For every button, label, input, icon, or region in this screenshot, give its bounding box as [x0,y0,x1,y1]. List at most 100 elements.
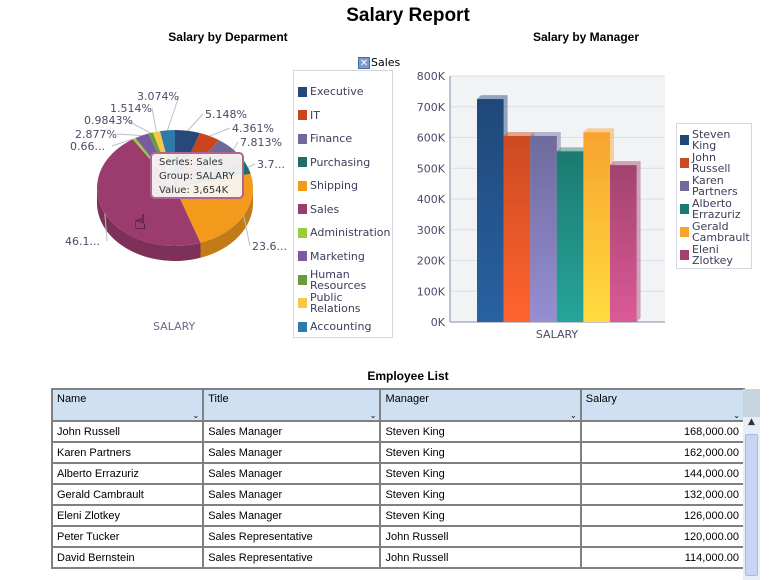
pie-leader-line [125,119,151,134]
pie-legend-item[interactable]: Purchasing [298,151,392,175]
employee-table: Name ⌄ Title ⌄ Manager ⌄ Salary ⌄ John Russell S… [50,388,746,569]
legend-label: Gerald Cambrault [692,219,750,244]
legend-swatch-icon [298,180,307,191]
bar-legend-item[interactable]: Gerald Cambrault [680,220,751,243]
legend-label: Steven King [692,127,731,152]
table-row[interactable]: Peter Tucker Sales Representative John Rus… [50,525,746,548]
table-row[interactable]: David Bernstein Sales Representative John … [50,546,746,569]
legend-swatch-icon [298,86,307,97]
table-cell: Alberto Errazuriz [50,462,205,485]
legend-swatch-icon [298,298,307,309]
legend-label: Finance [310,132,353,146]
column-header-salary[interactable]: Salary ⌄ [579,388,746,422]
table-row[interactable]: Karen Partners Sales Manager Steven King 16… [50,441,746,464]
legend-swatch-icon [680,249,689,260]
sort-dropdown-icon[interactable]: ⌄ [192,411,200,420]
bar-legend-item[interactable]: Eleni Zlotkey [680,243,751,266]
table-cell: 120,000.00 [579,525,746,548]
bar-alberto-errazuriz[interactable] [556,147,588,322]
pie-data-label: 1.514% [110,102,152,115]
vertical-scrollbar[interactable]: ▲ [743,417,760,580]
pie-data-label: 3.074% [137,90,179,103]
pie-legend-item[interactable]: Executive [298,80,392,104]
bar-chart[interactable]: 0K 100K 200K 300K 400K 500K 600K 700K 800K SALARY [400,60,680,350]
pie-legend-item[interactable]: Finance [298,127,392,151]
legend-swatch-icon [298,227,307,238]
table-row[interactable]: Gerald Cambrault Sales Manager Steven King… [50,483,746,506]
bar-steven-king[interactable] [477,95,508,322]
pie-leader-line [187,113,204,132]
column-header-label: Title [208,393,229,405]
y-tick-label: 600K [417,132,446,145]
pie-legend-item[interactable]: Sales [298,198,392,222]
pie-legend-item[interactable]: Human Resources [298,268,392,292]
table-cell: 132,000.00 [579,483,746,506]
pie-legend-item[interactable]: Accounting [298,315,392,339]
table-cell: 114,000.00 [579,546,746,569]
pie-chart-title: Salary by Deparment [168,30,288,44]
legend-label: Executive [310,85,364,99]
legend-swatch-icon [680,134,689,145]
legend-swatch-icon [298,274,307,285]
pie-legend-item[interactable]: IT [298,104,392,128]
bar-legend-item[interactable]: Karen Partners [680,174,751,197]
legend-label: Accounting [310,320,372,334]
bar-face [477,99,504,322]
pie-leader-line [111,138,135,147]
table-cell: John Russell [379,546,582,569]
close-icon[interactable]: ✕ [358,57,370,69]
pie-data-label: 0.9843% [84,114,133,127]
pie-legend-item[interactable]: Shipping [298,174,392,198]
bar-john-russell[interactable] [503,131,535,322]
y-tick-label: 100K [417,285,446,298]
scrollbar-thumb[interactable] [745,434,758,576]
pie-chart[interactable]: 5.148%4.361%7.813% 3.7... 23.6... 46.1... 0.… [0,50,290,350]
legend-swatch-icon [298,204,307,215]
bar-gerald-cambrault[interactable] [583,128,614,322]
y-tick-label: 0K [431,316,446,329]
table-cell: John Russell [379,525,582,548]
column-header-title[interactable]: Title ⌄ [202,388,382,422]
pie-data-label: 2.877% [75,128,117,141]
table-cell: Steven King [379,504,582,527]
sort-dropdown-icon[interactable]: ⌄ [733,411,740,420]
pie-leader-line [247,163,256,168]
bar-face [610,165,637,322]
pie-leader-line [232,141,239,150]
bar-legend: Steven King John Russell Karen Partners Alb… [676,123,752,269]
table-cell: Sales Manager [202,441,382,464]
scroll-up-icon[interactable]: ▲ [748,417,755,427]
hand-cursor-icon: ☝ [134,210,147,234]
y-tick-label: 200K [417,255,446,268]
sort-dropdown-icon[interactable]: ⌄ [369,411,377,420]
page-title: Salary Report [346,5,470,26]
table-cell: Sales Manager [202,420,382,443]
y-tick-label: 500K [417,162,446,175]
table-cell: Sales Representative [202,525,382,548]
bar-legend-item[interactable]: John Russell [680,151,751,174]
table-cell: Sales Manager [202,462,382,485]
bar-face [530,135,557,322]
table-row[interactable]: Eleni Zlotkey Sales Manager Steven King 126… [50,504,746,527]
column-header-name[interactable]: Name ⌄ [50,388,205,422]
legend-swatch-icon [680,203,689,214]
bar-legend-item[interactable]: Steven King [680,128,751,151]
bar-eleni-zlotkey[interactable] [610,161,641,322]
table-cell: Steven King [379,462,582,485]
bar-legend-item[interactable]: Alberto Errazuriz [680,197,751,220]
table-cell: John Russell [50,420,205,443]
column-header-manager[interactable]: Manager ⌄ [379,388,582,422]
sort-dropdown-icon[interactable]: ⌄ [570,411,577,420]
table-cell: Sales Representative [202,546,382,569]
pie-leader-line [116,133,142,137]
pie-slice-sales[interactable] [96,139,201,246]
pie-legend-item[interactable]: Public Relations [298,292,392,316]
table-row[interactable]: John Russell Sales Manager Steven King 168,… [50,420,746,443]
tooltip-value: Value: 3,654K [159,185,229,196]
table-row[interactable]: Alberto Errazuriz Sales Manager Steven Kin… [50,462,746,485]
tooltip-series: Series: Sales [159,157,223,168]
pie-legend-item[interactable]: Administration [298,221,392,245]
pie-leader-line [151,107,157,132]
pie-legend-item[interactable]: Marketing [298,245,392,269]
bar-karen-partners[interactable] [530,131,561,322]
